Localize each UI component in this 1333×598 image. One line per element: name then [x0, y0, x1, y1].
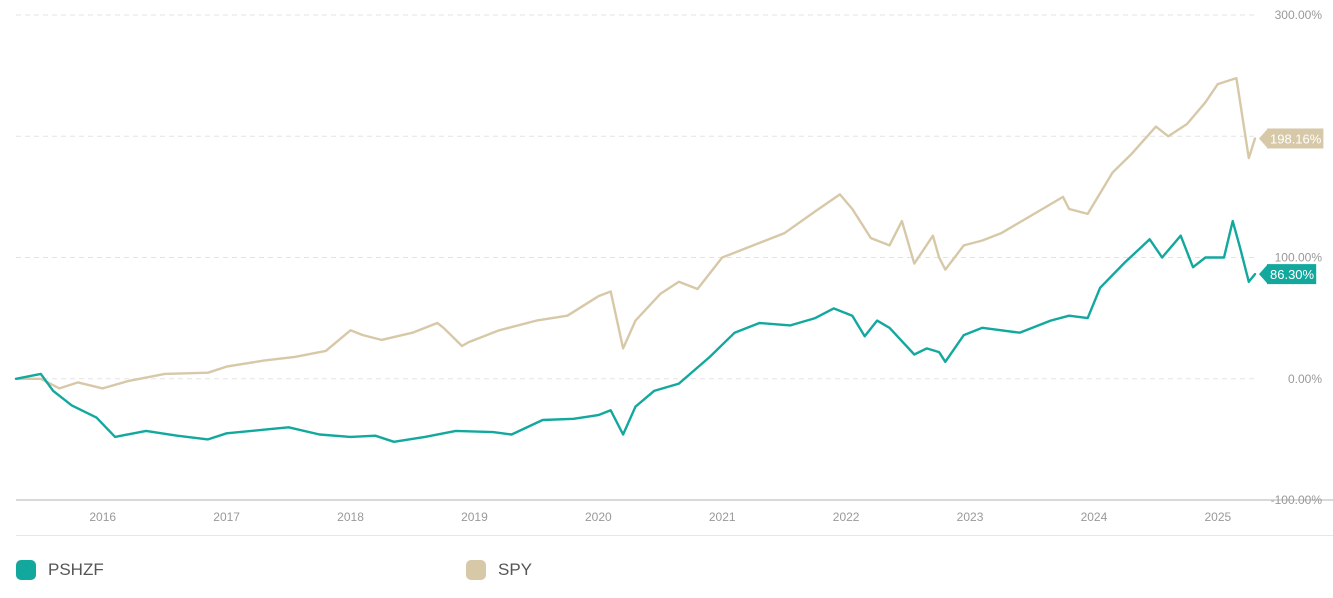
y-tick-label: -100.00% — [1271, 493, 1323, 507]
legend-swatch-pshzf — [16, 560, 36, 580]
legend-item-spy[interactable]: SPY — [466, 560, 532, 580]
y-tick-label: 0.00% — [1288, 372, 1322, 386]
x-tick-label: 2024 — [1081, 510, 1108, 524]
x-tick-label: 2016 — [89, 510, 116, 524]
end-value-label-pshzf: 86.30% — [1270, 267, 1315, 282]
line-chart: -100.00% 0.00% 100.00% 300.00% 2016 2017 2018 2… — [14, 8, 1333, 524]
x-tick-label: 2020 — [585, 510, 612, 524]
x-tick-label: 2019 — [461, 510, 488, 524]
x-tick-label: 2018 — [337, 510, 364, 524]
legend: PSHZF SPY — [0, 560, 1333, 590]
legend-swatch-spy — [466, 560, 486, 580]
legend-item-pshzf[interactable]: PSHZF — [16, 560, 104, 580]
end-label-box — [1267, 128, 1324, 149]
y-tick-label: 300.00% — [1275, 8, 1323, 22]
x-tick-label: 2017 — [213, 510, 240, 524]
x-tick-label: 2023 — [957, 510, 984, 524]
y-tick-label: 100.00% — [1275, 251, 1323, 265]
x-tick-label: 2021 — [709, 510, 736, 524]
x-tick-label: 2025 — [1204, 510, 1231, 524]
end-label-pointer — [1259, 265, 1267, 284]
legend-divider — [16, 535, 1333, 536]
legend-label-pshzf: PSHZF — [48, 560, 104, 579]
series-line-spy — [14, 76, 1257, 390]
end-label-box — [1267, 264, 1317, 285]
end-value-label-spy: 198.16% — [1270, 131, 1322, 146]
legend-label-spy: SPY — [498, 560, 533, 579]
end-label-pointer — [1259, 129, 1267, 148]
x-tick-label: 2022 — [833, 510, 860, 524]
series-line-pshzf — [14, 219, 1257, 443]
